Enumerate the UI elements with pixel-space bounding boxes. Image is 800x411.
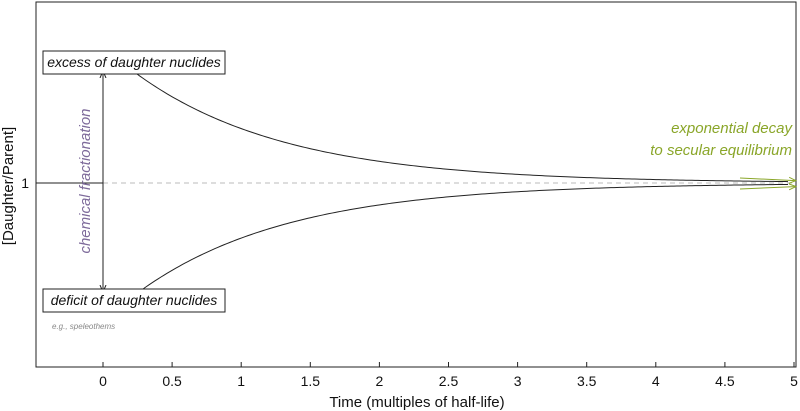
deficit-label-box [42, 288, 226, 313]
x-tick-label: 5 [790, 373, 798, 389]
x-tick-label: 1.5 [301, 373, 321, 389]
example-note: e.g., speleothems [52, 322, 115, 331]
y-axis-title: [Daughter/Parent] [0, 127, 17, 245]
x-tick-label: 4 [652, 373, 660, 389]
decay-label-line2: to secular equilibrium [650, 142, 792, 159]
x-tick-label: 3 [514, 373, 522, 389]
x-axis: 0 0.5 1 1.5 2 2.5 3 3.5 4 4.5 5 [99, 362, 798, 389]
decay-label-line1: exponential decay [671, 120, 793, 137]
x-tick-label: 2 [376, 373, 384, 389]
deficit-curve-arrowhead [739, 187, 795, 189]
deficit-label: deficit of daughter nuclides [51, 292, 218, 308]
x-tick-label: 4.5 [715, 373, 735, 389]
x-tick-label: 3.5 [577, 373, 597, 389]
x-tick-label: 2.5 [439, 373, 459, 389]
excess-decay-curve [136, 73, 789, 183]
excess-label-box [42, 50, 226, 75]
fractionation-label: chemical fractionation [77, 108, 94, 253]
x-tick-label: 0 [99, 373, 107, 389]
x-axis-title: Time (multiples of half-life) [329, 394, 504, 411]
deficit-ingrowth-curve [142, 183, 789, 290]
x-tick-label: 1 [237, 373, 245, 389]
excess-label: excess of daughter nuclides [47, 54, 221, 70]
excess-curve-arrowhead [739, 178, 795, 181]
x-tick-label: 0.5 [162, 373, 182, 389]
y-tick-label: 1 [21, 175, 29, 191]
